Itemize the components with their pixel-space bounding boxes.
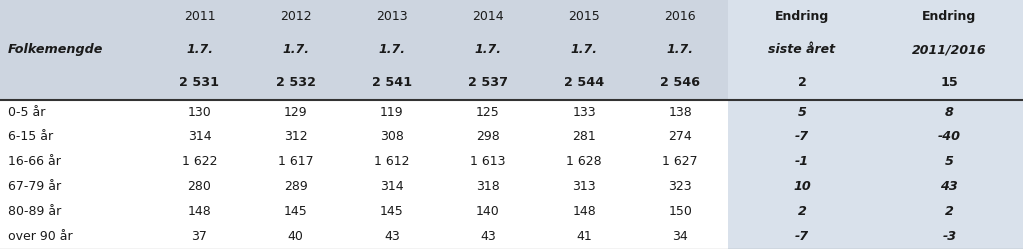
Text: 125: 125 (476, 106, 500, 119)
Text: 289: 289 (283, 180, 308, 193)
Text: 2 532: 2 532 (275, 76, 316, 89)
Text: 150: 150 (668, 205, 693, 218)
Text: 1.7.: 1.7. (571, 43, 597, 56)
Text: 37: 37 (191, 230, 208, 243)
Text: 15: 15 (940, 76, 959, 89)
Text: 148: 148 (572, 205, 596, 218)
Text: 5: 5 (798, 106, 806, 119)
Text: 1.7.: 1.7. (282, 43, 309, 56)
Text: Endring: Endring (922, 10, 977, 23)
Text: over 90 år: over 90 år (8, 230, 73, 243)
Text: 138: 138 (668, 106, 693, 119)
Text: 10: 10 (793, 180, 811, 193)
Text: 129: 129 (283, 106, 308, 119)
Text: 1 613: 1 613 (471, 155, 505, 168)
Text: 67-79 år: 67-79 år (8, 180, 61, 193)
Text: 314: 314 (380, 180, 404, 193)
Text: 308: 308 (380, 130, 404, 143)
Text: 314: 314 (187, 130, 212, 143)
Text: 2011/2016: 2011/2016 (913, 43, 986, 56)
Text: -3: -3 (942, 230, 957, 243)
Text: Endring: Endring (774, 10, 830, 23)
Text: 1.7.: 1.7. (186, 43, 213, 56)
Text: 16-66 år: 16-66 år (8, 155, 61, 168)
Text: 1.7.: 1.7. (667, 43, 694, 56)
Bar (0, 0, 728, 100)
Text: 140: 140 (476, 205, 500, 218)
Text: siste året: siste året (768, 43, 836, 56)
Text: 34: 34 (672, 230, 688, 243)
Text: 2015: 2015 (568, 10, 601, 23)
Text: 5: 5 (945, 155, 953, 168)
Text: 2 546: 2 546 (660, 76, 701, 89)
Text: 133: 133 (572, 106, 596, 119)
Text: 1 627: 1 627 (663, 155, 698, 168)
Text: Folkemengde: Folkemengde (8, 43, 103, 56)
Text: 2011: 2011 (184, 10, 215, 23)
Text: 41: 41 (576, 230, 592, 243)
Text: 145: 145 (380, 205, 404, 218)
Bar (728, 0, 1023, 249)
Text: 280: 280 (187, 180, 212, 193)
Text: 1 612: 1 612 (374, 155, 409, 168)
Text: 0-5 år: 0-5 år (8, 106, 46, 119)
Text: 2014: 2014 (473, 10, 503, 23)
Text: 1 617: 1 617 (278, 155, 313, 168)
Text: -1: -1 (795, 155, 809, 168)
Text: 2: 2 (945, 205, 953, 218)
Text: 43: 43 (384, 230, 400, 243)
Text: 313: 313 (572, 180, 596, 193)
Text: 80-89 år: 80-89 år (8, 205, 61, 218)
Text: 2 531: 2 531 (179, 76, 220, 89)
Text: 2012: 2012 (280, 10, 311, 23)
Text: 2: 2 (798, 205, 806, 218)
Text: 43: 43 (940, 180, 959, 193)
Text: 2: 2 (798, 76, 806, 89)
Text: 1.7.: 1.7. (379, 43, 405, 56)
Text: 130: 130 (187, 106, 212, 119)
Text: 323: 323 (668, 180, 693, 193)
Text: 2013: 2013 (376, 10, 407, 23)
Text: 43: 43 (480, 230, 496, 243)
Text: 148: 148 (187, 205, 212, 218)
Text: 2 537: 2 537 (468, 76, 508, 89)
Text: 2016: 2016 (665, 10, 696, 23)
Text: 6-15 år: 6-15 år (8, 130, 53, 143)
Text: 8: 8 (945, 106, 953, 119)
Text: 2 541: 2 541 (371, 76, 412, 89)
Bar (0, 100, 728, 249)
Text: 2 544: 2 544 (564, 76, 605, 89)
Text: 312: 312 (283, 130, 308, 143)
Text: 281: 281 (572, 130, 596, 143)
Text: 119: 119 (380, 106, 404, 119)
Text: 1.7.: 1.7. (475, 43, 501, 56)
Text: -7: -7 (795, 130, 809, 143)
Text: 1 622: 1 622 (182, 155, 217, 168)
Text: 318: 318 (476, 180, 500, 193)
Text: 274: 274 (668, 130, 693, 143)
Text: 298: 298 (476, 130, 500, 143)
Text: 145: 145 (283, 205, 308, 218)
Text: 1 628: 1 628 (567, 155, 602, 168)
Text: -7: -7 (795, 230, 809, 243)
Text: 40: 40 (287, 230, 304, 243)
Text: -40: -40 (938, 130, 961, 143)
